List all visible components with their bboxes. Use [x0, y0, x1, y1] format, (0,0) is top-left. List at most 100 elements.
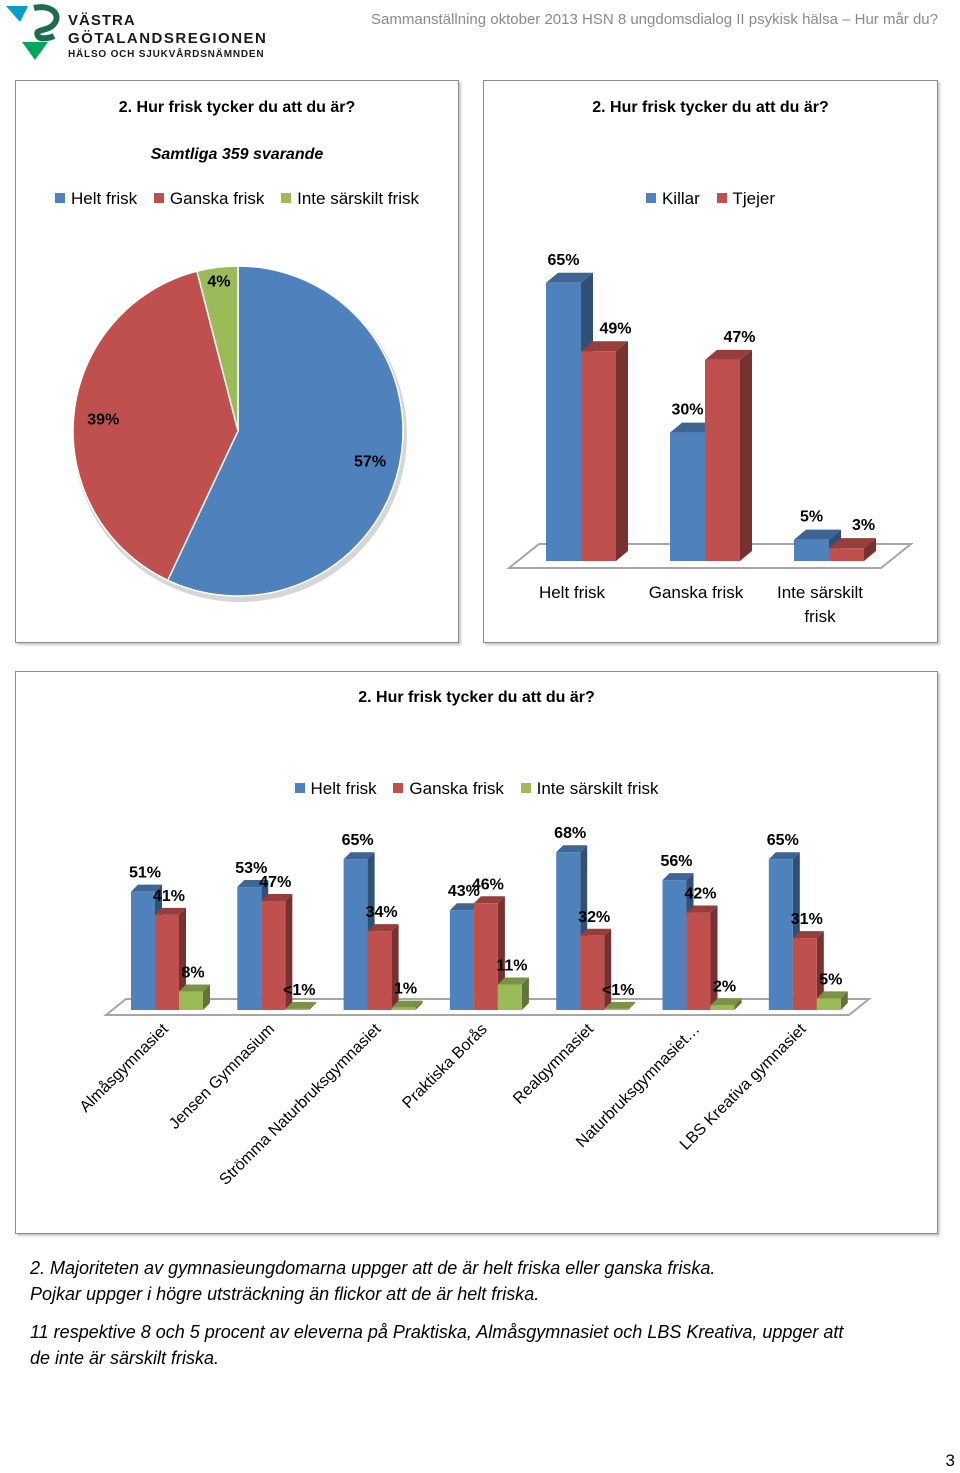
bar-side: [415, 1000, 423, 1010]
bar-side: [734, 998, 742, 1010]
note-line-1: 2. Majoriteten av gymnasieungdomarna upp…: [30, 1258, 716, 1278]
x-axis-label: Jensen Gymnasium: [166, 1021, 278, 1133]
school-chart-title: 2. Hur frisk tycker du att du är?: [358, 689, 595, 706]
pie-slice: [196, 265, 239, 432]
bar: [792, 938, 817, 1010]
school-legend: Helt frisk Ganska frisk Inte särskilt fr…: [16, 779, 937, 799]
bar-top: [546, 272, 593, 283]
legend-item-ganska-frisk: Ganska frisk: [153, 189, 264, 209]
bar-side: [616, 341, 628, 561]
note-line-3: 11 respektive 8 och 5 procent av elevern…: [30, 1322, 844, 1342]
pie-slice: [166, 265, 404, 597]
bar-top: [662, 873, 694, 881]
x-axis-label: Naturbruksgymnasiet…: [573, 1021, 703, 1151]
bar: [829, 548, 864, 561]
legend-item-helt-frisk: Helt frisk: [294, 779, 377, 799]
logo-text-line1: VÄSTRA: [68, 12, 136, 29]
bar-side: [816, 931, 824, 1010]
note-line-4: de inte är särskilt friska.: [30, 1348, 220, 1368]
logo-text-line3: HÄLSO OCH SJUKVÅRDSNÄMNDEN: [68, 49, 265, 60]
bar: [367, 931, 392, 1010]
gender-legend: Killar Tjejer: [484, 189, 937, 209]
bar-top: [155, 907, 186, 915]
pie-chart-title: 2. Hur frisk tycker du att du är?: [118, 99, 356, 116]
note-line-2: Pojkar uppger i högre utsträckning än fl…: [30, 1284, 540, 1304]
school-bar-chart-panel: 2. Hur frisk tycker du att du är? Helt f…: [15, 671, 938, 1234]
bar: [580, 935, 605, 1010]
x-axis-label: LBS Kreativa gymnasiet: [677, 1020, 810, 1153]
pie-chart-subtitle: Samtliga 359 svarande: [150, 146, 324, 163]
x-axis-label: Ganska frisk: [649, 583, 744, 602]
bar: [497, 984, 522, 1010]
pie-slice: [72, 270, 239, 582]
bar-side: [864, 538, 876, 561]
bar: [391, 1007, 416, 1010]
bar: [710, 1005, 735, 1010]
data-label: 53%: [235, 860, 267, 877]
data-label: 34%: [366, 904, 398, 921]
bar-side: [710, 905, 718, 1010]
bar-top: [686, 905, 718, 913]
bar-side: [391, 924, 399, 1010]
bar: [581, 351, 616, 561]
bar: [179, 991, 203, 1010]
data-label: 5%: [800, 509, 823, 526]
data-label: 31%: [791, 911, 823, 928]
bar: [449, 910, 474, 1010]
vgr-logo-icon: [6, 4, 60, 60]
page-number: 3: [945, 1451, 955, 1470]
bar-top: [179, 984, 210, 992]
bar-top: [556, 845, 588, 853]
data-label: 47%: [723, 329, 755, 346]
data-label: 1%: [394, 981, 417, 998]
bar-top: [261, 893, 293, 901]
bar: [705, 359, 740, 561]
bar: [285, 1008, 310, 1010]
bar-top: [794, 529, 841, 540]
legend-item-inte-sarskilt-frisk: Inte särskilt frisk: [281, 189, 419, 209]
data-label: 56%: [660, 853, 692, 870]
bar-top: [580, 928, 612, 936]
bar: [686, 912, 711, 1010]
school-bar-chart: 51% 41% 8% Almåsgymnasiet 53%47% <1% Jensen Gy…: [76, 825, 872, 1189]
data-label: 8%: [181, 964, 204, 981]
bar: [473, 903, 498, 1010]
bar-top: [497, 977, 529, 985]
x-axis-label: Realgymnasiet: [510, 1020, 597, 1107]
bar-side: [628, 1001, 636, 1010]
legend-item-killar: Killar: [645, 189, 700, 209]
data-label: 65%: [547, 252, 579, 269]
x-axis-label: Helt frisk: [539, 583, 606, 602]
data-label: 46%: [472, 876, 504, 893]
pie-data-label: 57%: [354, 454, 386, 471]
data-label: 3%: [852, 517, 875, 534]
x-axis-label: frisk: [804, 607, 836, 626]
bar-top: [343, 852, 375, 860]
bar-top: [705, 349, 752, 360]
page-header-title: Sammanställning oktober 2013 HSN 8 ungdo…: [371, 11, 938, 28]
data-label: 47%: [259, 874, 291, 891]
bar: [261, 900, 286, 1010]
bar-top: [581, 341, 628, 352]
pie-data-label: 39%: [87, 411, 119, 428]
bar-top: [449, 903, 481, 911]
pie-chart-panel: 2. Hur frisk tycker du att du är? Samtli…: [15, 80, 459, 643]
data-label: 49%: [599, 320, 631, 337]
bar-side: [309, 1001, 317, 1010]
data-label: 2%: [713, 978, 736, 995]
legend-item-inte-sarskilt-frisk: Inte särskilt frisk: [520, 779, 658, 799]
bar: [604, 1008, 629, 1010]
bar: [237, 887, 262, 1010]
data-label: 30%: [671, 402, 703, 419]
data-label: 51%: [129, 865, 161, 882]
bar: [131, 891, 155, 1010]
pie-legend: Helt frisk Ganska frisk Inte särskilt fr…: [16, 189, 458, 209]
vgr-logo: VÄSTRA GÖTALANDSREGIONEN HÄLSO OCH SJUKV…: [4, 2, 284, 64]
bar: [816, 998, 841, 1010]
data-label: 68%: [554, 825, 586, 842]
legend-item-tjejer: Tjejer: [716, 189, 775, 209]
bar-top: [792, 931, 824, 939]
data-label: 41%: [153, 888, 185, 905]
data-label: 65%: [767, 832, 799, 849]
x-axis-label: Inte särskilt: [777, 583, 863, 602]
